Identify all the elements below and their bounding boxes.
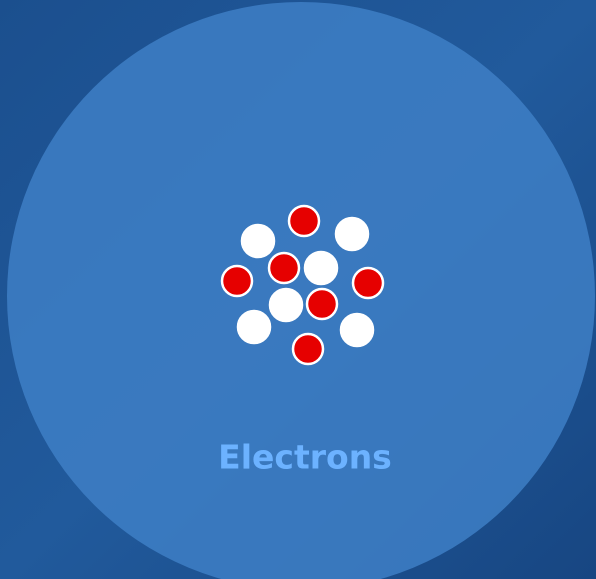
proton	[293, 334, 323, 364]
diagram: Electrons	[0, 0, 596, 579]
neutron	[336, 218, 368, 250]
page: Electrons (() => { const data = JSON.par…	[0, 0, 596, 579]
atom-cloud	[7, 2, 595, 579]
proton	[222, 266, 252, 296]
neutron	[238, 311, 270, 343]
proton	[307, 289, 337, 319]
caption: Electrons	[218, 438, 392, 477]
proton	[353, 268, 383, 298]
neutron	[242, 225, 274, 257]
proton	[269, 253, 299, 283]
proton	[289, 206, 319, 236]
neutron	[341, 314, 373, 346]
neutron	[305, 252, 337, 284]
neutron	[270, 289, 302, 321]
